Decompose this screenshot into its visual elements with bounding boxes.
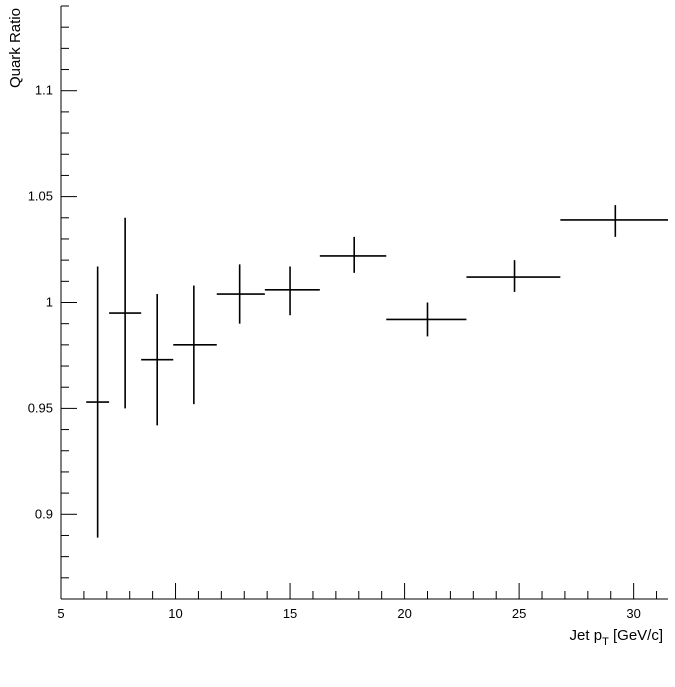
x-axis-title: Jet pT [GeV/c] xyxy=(570,627,663,648)
x-tick-label: 10 xyxy=(168,606,182,621)
x-axis-title-sub: T xyxy=(602,636,609,648)
data-point xyxy=(386,302,467,337)
x-tick-label: 30 xyxy=(626,606,640,621)
data-point xyxy=(173,285,217,405)
y-axis-title: Quark Ratio xyxy=(7,8,24,88)
data-point xyxy=(86,266,110,538)
data-point xyxy=(141,294,174,426)
y-tick-label: 1.05 xyxy=(28,189,53,204)
data-point xyxy=(560,205,668,237)
x-tick-label: 20 xyxy=(397,606,411,621)
x-axis-ticks: 5 10 15 20 25 30 xyxy=(57,583,658,621)
y-tick-label: 1.1 xyxy=(35,83,53,98)
x-tick-label: 15 xyxy=(283,606,297,621)
y-tick-label: 0.9 xyxy=(35,506,53,521)
plot-frame xyxy=(60,6,668,600)
data-point xyxy=(466,260,561,292)
x-tick-label: 25 xyxy=(512,606,526,621)
x-axis-title-unit: [GeV/c] xyxy=(609,627,663,644)
data-point xyxy=(109,217,142,409)
x-axis-title-main: Jet p xyxy=(570,627,603,644)
data-point xyxy=(319,236,387,273)
y-axis-ticks: 0.9 0.95 1 1.05 1.1 xyxy=(28,5,77,600)
y-tick-label: 1 xyxy=(46,295,53,310)
data-points xyxy=(86,205,668,538)
data-point xyxy=(264,266,320,316)
data-point xyxy=(216,264,265,324)
y-tick-label: 0.95 xyxy=(28,400,53,415)
x-tick-label: 5 xyxy=(57,606,64,621)
